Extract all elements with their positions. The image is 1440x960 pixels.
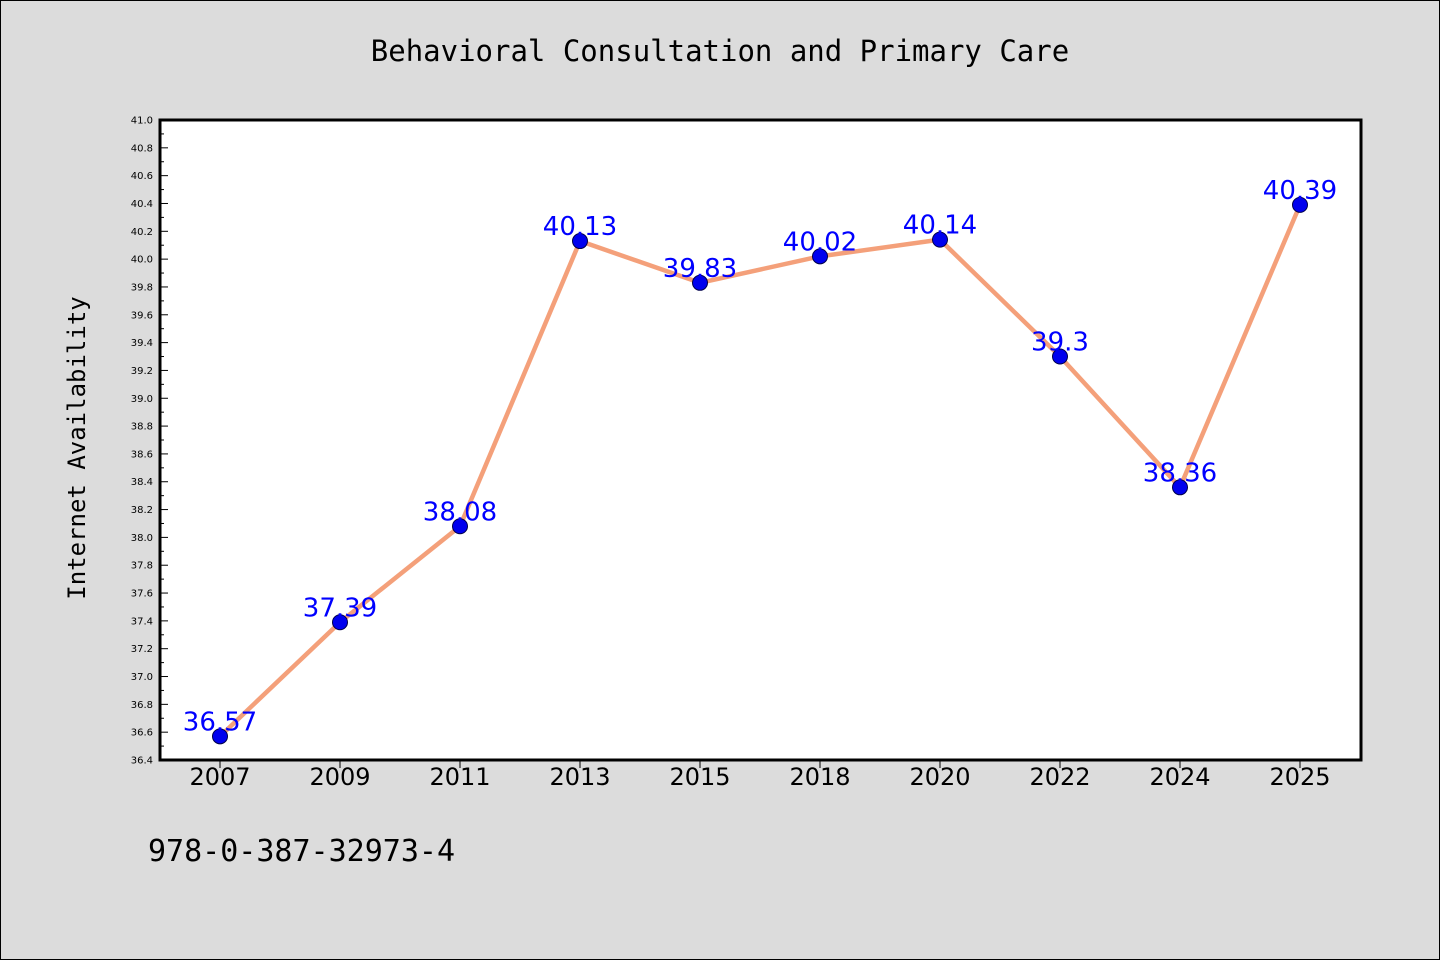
- x-tick-label: 2025: [1269, 763, 1330, 791]
- y-tick-label: 40.0: [131, 255, 153, 266]
- y-tick-label: 40.6: [131, 171, 153, 182]
- data-label: 37.39: [303, 593, 377, 623]
- y-tick-label: 39.6: [131, 310, 153, 321]
- y-tick-label: 37.2: [131, 644, 153, 655]
- isbn-code: 978-0-387-32973-4: [148, 834, 456, 869]
- series-line: [217, 202, 1303, 739]
- y-tick-label: 38.6: [131, 449, 153, 460]
- y-tick-label: 39.2: [131, 366, 153, 377]
- y-tick-label: 36.6: [131, 728, 153, 739]
- data-label: 39.83: [663, 254, 737, 284]
- data-point: [572, 233, 588, 250]
- y-tick-label: 37.6: [131, 589, 153, 600]
- y-tick-label: 40.4: [131, 199, 153, 210]
- x-tick-label: 2011: [429, 763, 490, 791]
- y-tick-label: 38.2: [131, 505, 153, 516]
- x-tick-label: 2013: [549, 763, 610, 791]
- y-tick-label: 38.0: [131, 533, 153, 544]
- y-tick-label: 38.4: [131, 477, 153, 488]
- chart-title: Behavioral Consultation and Primary Care: [370, 34, 1070, 68]
- data-label: 40.13: [543, 212, 617, 242]
- data-point: [932, 231, 948, 248]
- y-tick-label: 39.4: [131, 338, 153, 349]
- x-tick-label: 2018: [789, 763, 850, 791]
- plot-area: [160, 120, 1361, 760]
- y-tick-label: 37.4: [131, 616, 153, 627]
- y-tick-label: 40.8: [131, 143, 153, 154]
- data-label: 36.57: [183, 707, 257, 737]
- data-point: [452, 518, 468, 535]
- x-tick-label: 2009: [309, 763, 370, 791]
- x-tick-label: 2015: [669, 763, 730, 791]
- data-point: [812, 248, 828, 265]
- data-label: 40.14: [903, 211, 977, 241]
- y-tick-label: 36.8: [131, 700, 153, 711]
- data-point: [212, 728, 228, 745]
- data-label: 38.36: [1143, 458, 1217, 488]
- y-tick-label: 37.8: [131, 561, 153, 572]
- y-tick-label: 37.0: [131, 672, 153, 683]
- x-tick-label: 2020: [909, 763, 970, 791]
- plot-border: [158, 118, 1363, 762]
- data-label: 39.3: [1031, 328, 1089, 358]
- y-tick-label: 39.8: [131, 282, 153, 293]
- y-tick-label: 39.0: [131, 394, 153, 405]
- x-tick-label: 2024: [1149, 763, 1210, 791]
- data-label: 40.02: [783, 227, 857, 257]
- data-point: [332, 614, 348, 631]
- data-point: [1292, 196, 1308, 213]
- y-tick-label: 41.0: [131, 116, 153, 127]
- x-tick-label: 2022: [1029, 763, 1090, 791]
- data-point: [1052, 348, 1068, 365]
- y-tick-label: 36.4: [131, 756, 153, 767]
- data-point: [692, 274, 708, 291]
- x-tick-label: 2007: [189, 763, 250, 791]
- data-label: 38.08: [423, 497, 497, 527]
- data-point: [1172, 479, 1188, 496]
- data-label: 40.39: [1263, 176, 1337, 206]
- y-tick-label: 40.2: [131, 227, 153, 238]
- y-tick-label: 38.8: [131, 422, 153, 433]
